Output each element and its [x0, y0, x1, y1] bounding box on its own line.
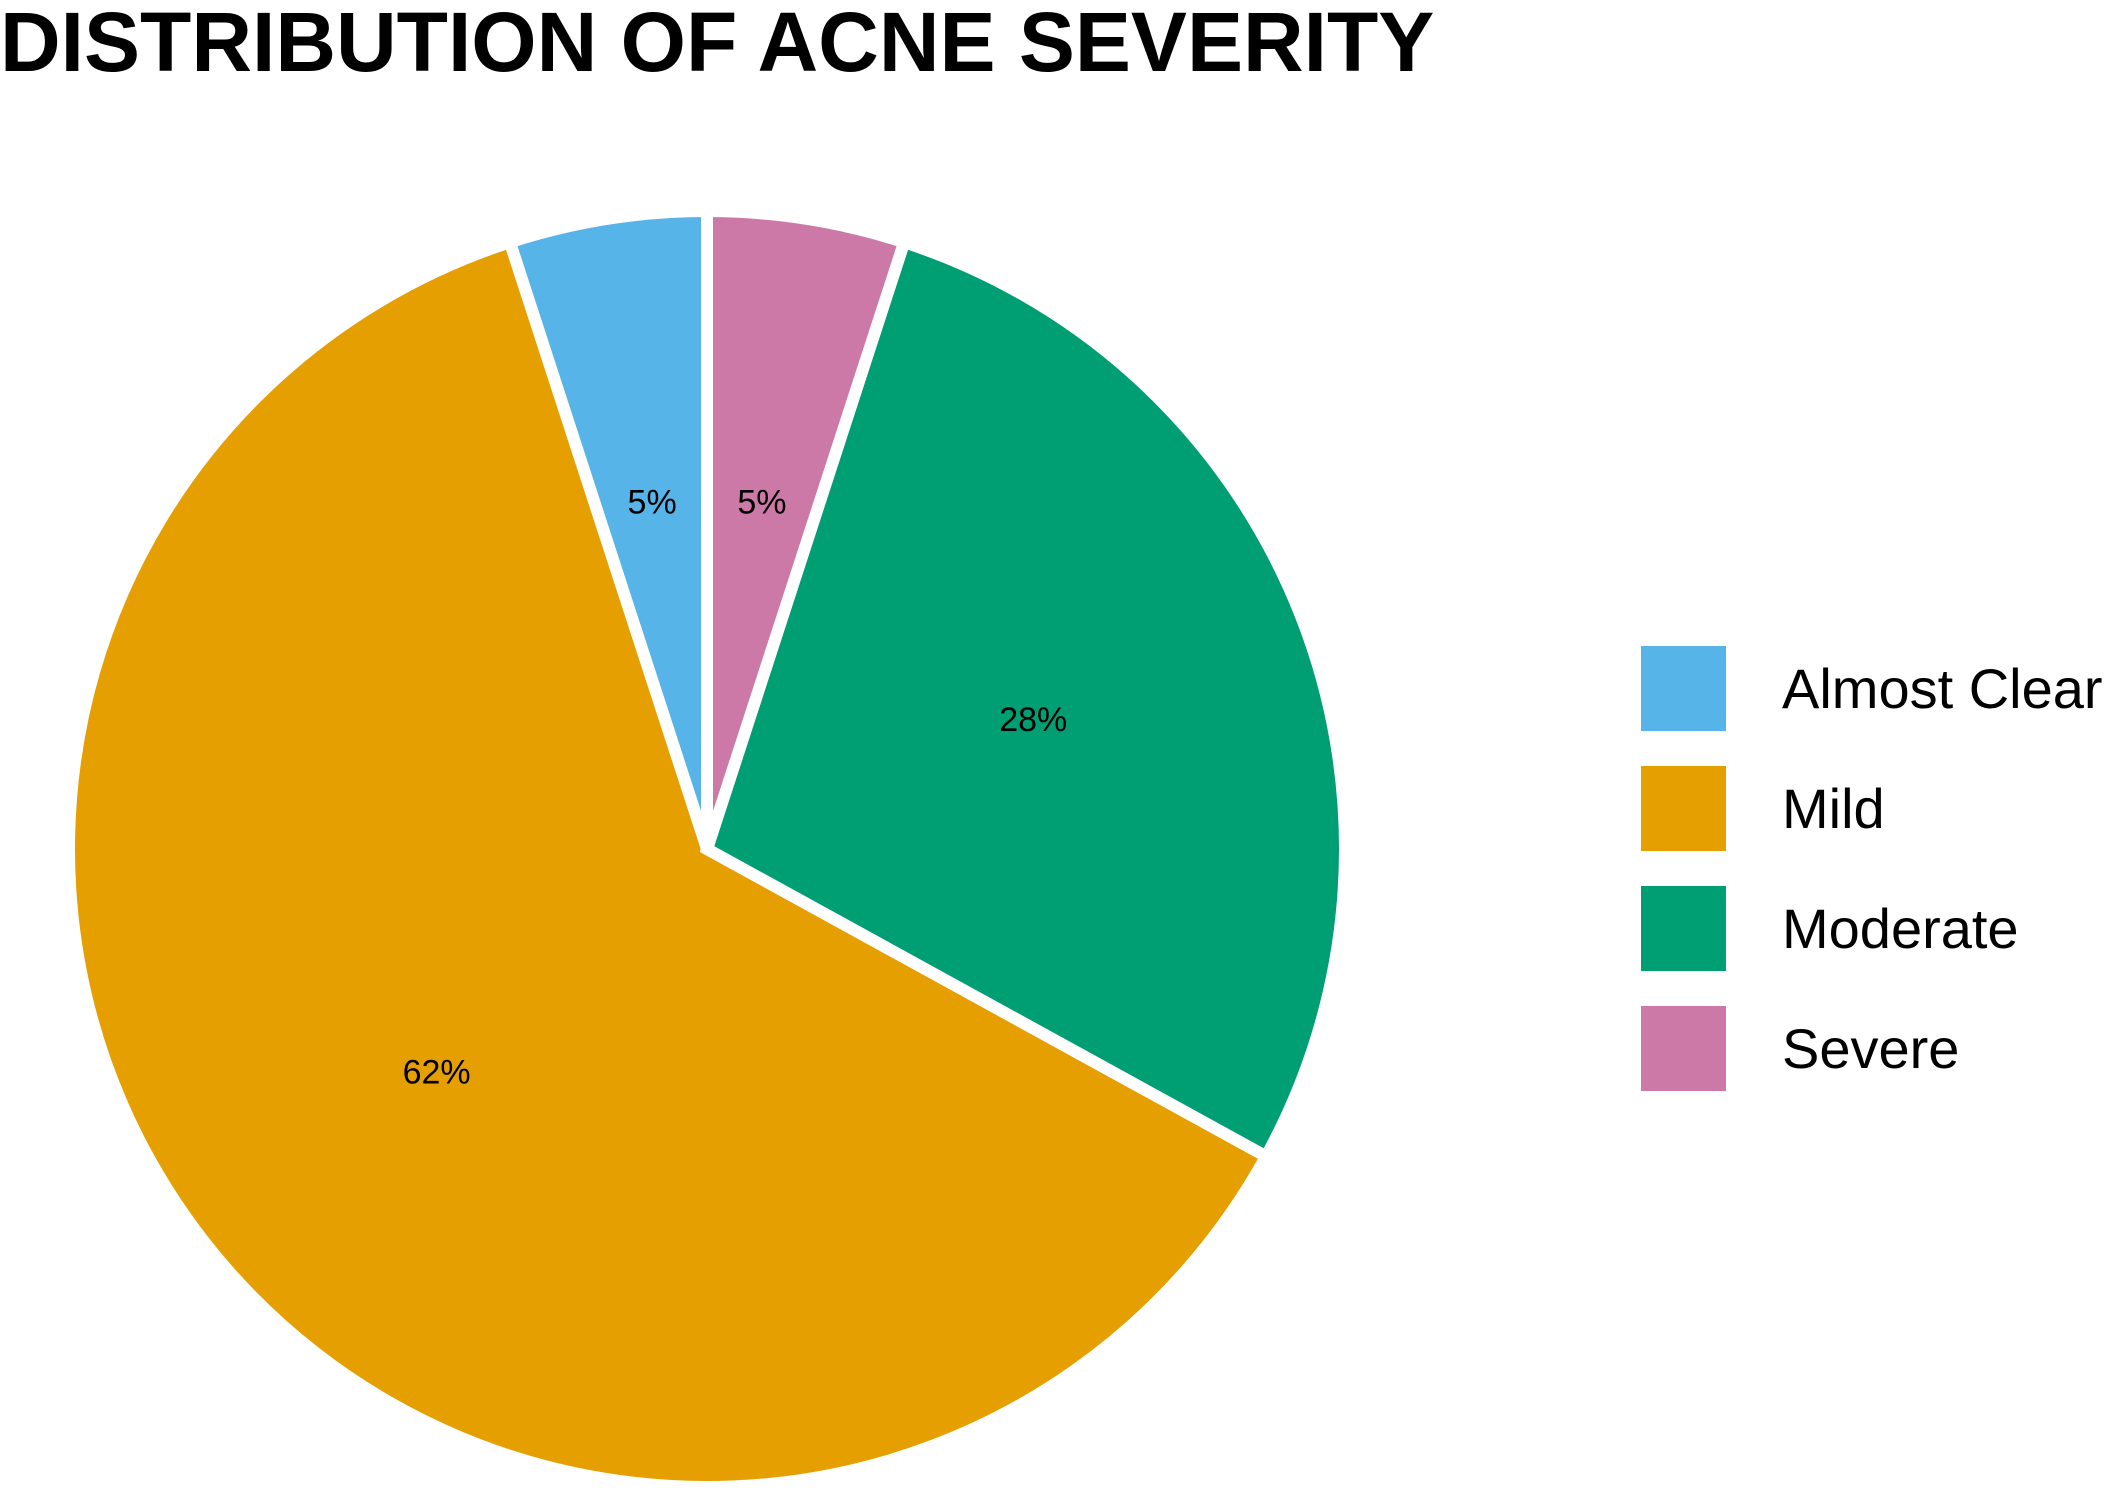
- legend-label-mild: Mild: [1782, 777, 1885, 840]
- pie-slice-severe: [701, 204, 912, 851]
- slice-label-almost-clear: 5%: [628, 483, 677, 521]
- chart-title: DISTRIBUTION OF ACNE SEVERITY: [0, 0, 1435, 89]
- legend-label-severe: Severe: [1782, 1017, 1959, 1080]
- pie-slice-labels: 5% 62% 28% 5%: [403, 483, 1068, 1091]
- legend-label-moderate: Moderate: [1782, 897, 2019, 960]
- slice-label-severe: 5%: [737, 483, 786, 521]
- legend-swatch-severe: [1641, 1006, 1726, 1091]
- legend-label-almost-clear: Almost Clear: [1782, 657, 2103, 720]
- pie-slice-mild: [63, 234, 1275, 1489]
- legend-swatch-moderate: [1641, 886, 1726, 971]
- legend-swatch-almost-clear: [1641, 646, 1726, 731]
- slice-label-moderate: 28%: [999, 701, 1067, 739]
- pie-slices: [63, 204, 1351, 1489]
- legend-swatch-mild: [1641, 766, 1726, 851]
- pie-slice-moderate: [699, 234, 1351, 1165]
- legend: Almost Clear Mild Moderate Severe: [1641, 646, 2103, 1091]
- slice-label-mild: 62%: [403, 1054, 471, 1092]
